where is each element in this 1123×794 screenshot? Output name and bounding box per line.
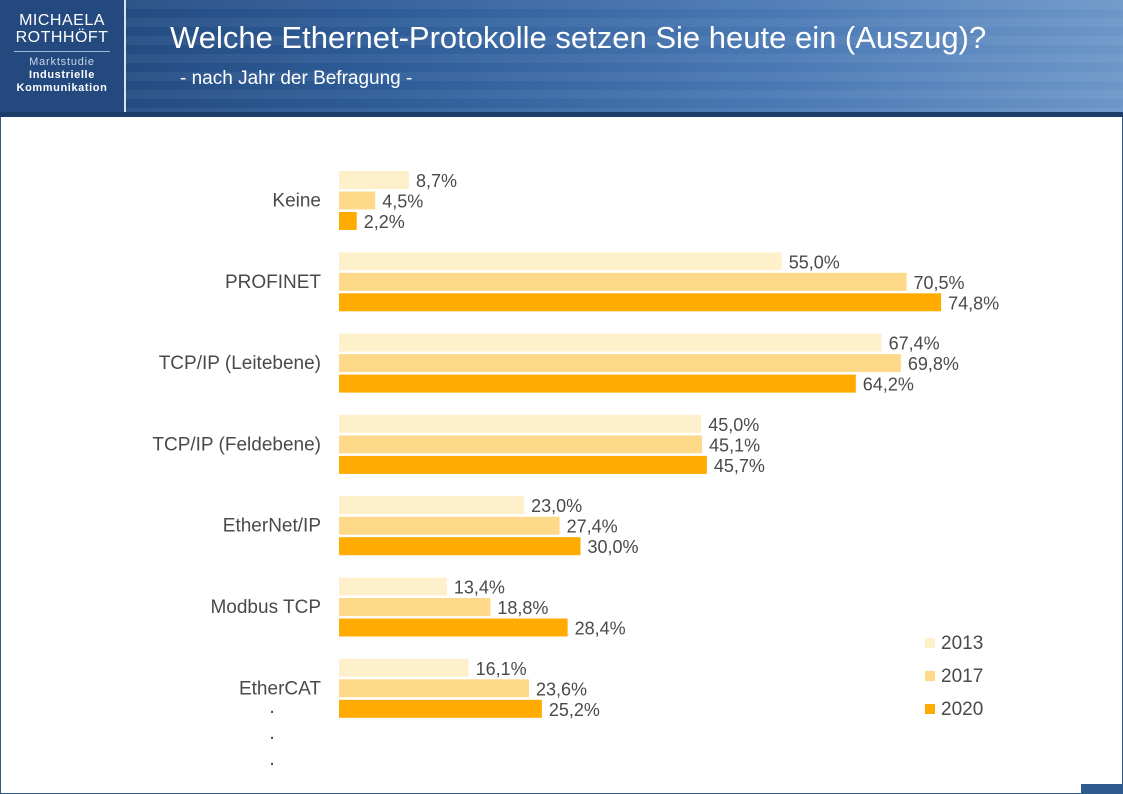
category-label: PROFINET (225, 272, 321, 293)
category-label: Modbus TCP (210, 597, 321, 618)
bar-2020 (339, 699, 542, 718)
bar-2017 (339, 679, 529, 698)
bar-2013 (339, 414, 702, 433)
bar-2013 (339, 252, 782, 271)
value-label: 8,7% (416, 171, 457, 191)
value-label: 16,1% (476, 659, 527, 679)
bar-2013 (339, 171, 410, 189)
page-title: Welche Ethernet-Protokolle setzen Sie he… (170, 20, 987, 55)
value-label: 69,8% (908, 354, 959, 374)
value-label: 27,4% (567, 517, 618, 537)
value-label: 4,5% (382, 192, 423, 212)
logo-divider (14, 51, 110, 52)
value-label: 23,6% (536, 679, 587, 699)
value-label: 23,0% (531, 496, 582, 516)
bar-2020 (339, 374, 856, 393)
corner-mark (1081, 784, 1123, 794)
legend-swatch-2017 (925, 671, 935, 681)
continuation-dot: . (269, 722, 275, 744)
bar-2017 (339, 191, 376, 210)
category-label: EtherNet/IP (223, 516, 321, 537)
bar-chart: Keine 8,7%4,5%2,2% PROFINET 55,0% 70,5%74,8%… (152, 171, 999, 770)
page-subtitle: - nach Jahr der Befragung - (180, 68, 413, 89)
logo-name-line1: MICHAELA (19, 12, 105, 29)
value-label: 55,0% (789, 252, 840, 272)
bar-2017 (339, 272, 907, 291)
logo-subtitle-line1: Industrielle (29, 69, 95, 81)
bar-2013 (339, 333, 882, 352)
value-label: 64,2% (863, 375, 914, 395)
legend-label: 2013 (941, 633, 983, 654)
brand-logo: MICHAELA ROTHHÖFT Marktstudie Industriel… (0, 0, 126, 117)
logo-name-line2: ROTHHÖFT (15, 29, 109, 46)
category-label: Keine (272, 191, 321, 212)
logo-subtitle-line2: Kommunikation (16, 82, 108, 94)
legend-label: 2020 (941, 699, 983, 720)
bar-2020 (339, 293, 942, 312)
bar-2013 (339, 496, 525, 515)
continuation-dot: . (269, 748, 275, 770)
bar-2017 (339, 435, 703, 454)
header-stripes (0, 0, 1123, 117)
value-label: 2,2% (364, 212, 405, 232)
value-label: 67,4% (889, 334, 940, 354)
slide-header: MICHAELA ROTHHÖFT Marktstudie Industriel… (0, 0, 1123, 117)
category-label: EtherCAT (239, 678, 321, 699)
bar-2017 (339, 516, 560, 535)
value-label: 28,4% (575, 619, 626, 639)
value-label: 45,7% (714, 456, 765, 476)
value-label: 13,4% (454, 578, 505, 598)
header-bottom-bar (0, 112, 1123, 117)
value-label: 45,1% (709, 435, 760, 455)
value-label: 25,2% (549, 700, 600, 720)
bar-2020 (339, 618, 568, 637)
bar-2013 (339, 577, 447, 596)
bar-2020 (339, 212, 357, 230)
category-label: TCP/IP (Feldebene) (152, 434, 321, 455)
bar-2017 (339, 354, 901, 373)
legend-swatch-2020 (925, 704, 935, 714)
value-label: 74,8% (948, 293, 999, 313)
value-label: 45,0% (708, 415, 759, 435)
value-label: 70,5% (914, 273, 965, 293)
legend-label: 2017 (941, 666, 983, 687)
bar-2017 (339, 598, 491, 616)
legend-swatch-2013 (925, 638, 935, 648)
category-label: TCP/IP (Leitebene) (159, 353, 321, 374)
logo-study: Marktstudie (29, 56, 95, 68)
bar-2020 (339, 455, 707, 474)
value-label: 30,0% (588, 537, 639, 557)
bar-2013 (339, 658, 469, 677)
value-label: 18,8% (497, 598, 548, 618)
bar-2020 (339, 537, 581, 556)
continuation-dot: . (269, 696, 275, 718)
